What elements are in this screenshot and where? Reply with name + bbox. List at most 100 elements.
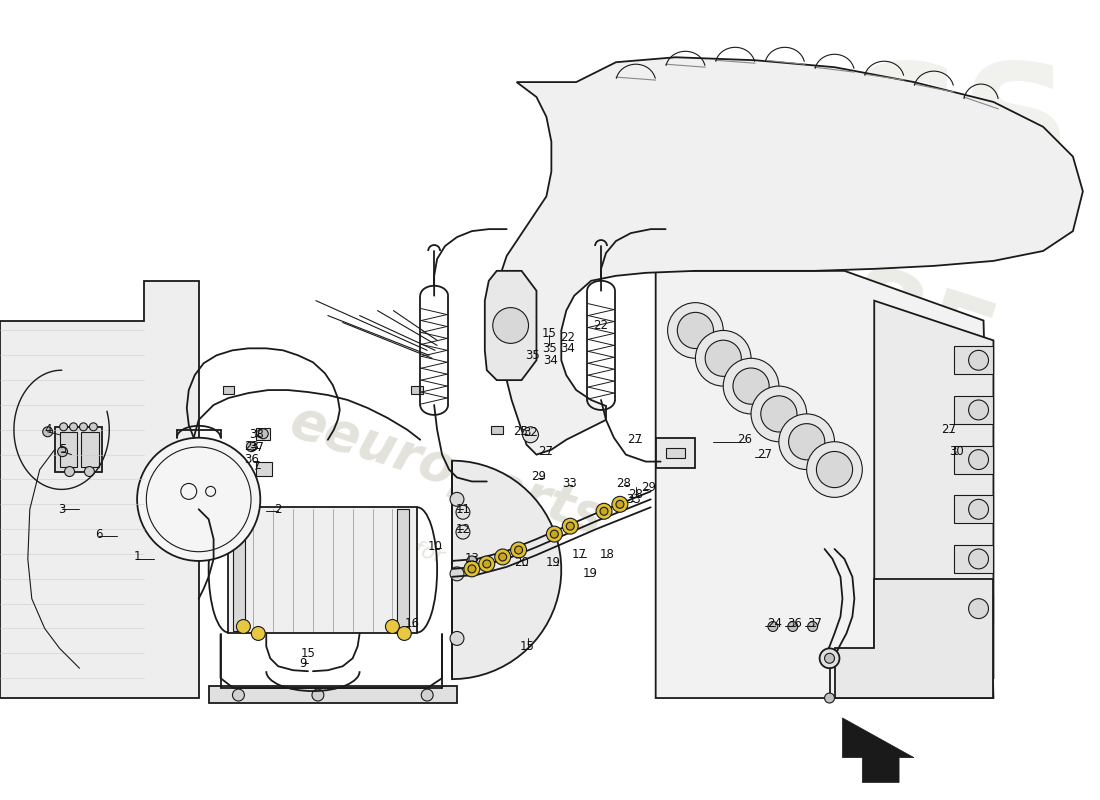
Text: 38: 38 (249, 428, 264, 442)
Circle shape (816, 451, 853, 488)
Text: 23: 23 (244, 440, 258, 453)
Text: 17: 17 (572, 549, 586, 562)
Text: 10: 10 (428, 539, 442, 553)
Bar (954, 495, 993, 523)
Text: 11: 11 (455, 502, 471, 516)
Circle shape (547, 526, 562, 542)
Circle shape (969, 549, 989, 569)
Text: 33: 33 (626, 493, 641, 506)
Text: 37: 37 (807, 617, 822, 630)
Circle shape (464, 561, 480, 577)
Text: 15: 15 (300, 647, 316, 660)
Circle shape (969, 400, 989, 420)
Bar (954, 346, 993, 374)
Polygon shape (229, 507, 417, 634)
Bar (491, 426, 503, 434)
Polygon shape (209, 686, 456, 703)
Circle shape (246, 442, 256, 452)
Circle shape (79, 423, 87, 430)
Circle shape (65, 466, 75, 477)
Bar (256, 462, 272, 475)
Circle shape (723, 358, 779, 414)
Circle shape (969, 350, 989, 370)
Bar (233, 510, 245, 631)
Circle shape (59, 423, 67, 430)
Text: 4: 4 (44, 423, 52, 436)
Text: 7: 7 (253, 460, 260, 473)
Circle shape (483, 560, 491, 568)
Text: 085: 085 (758, 234, 1011, 407)
Bar (397, 510, 409, 631)
Text: 33: 33 (562, 477, 576, 490)
Bar (411, 386, 424, 394)
Circle shape (969, 499, 989, 519)
Circle shape (733, 368, 769, 404)
Bar (55, 427, 102, 471)
Circle shape (89, 423, 98, 430)
Circle shape (596, 503, 612, 519)
Text: 15: 15 (542, 327, 557, 340)
Text: 27: 27 (942, 423, 956, 436)
Circle shape (807, 622, 817, 631)
Text: 6: 6 (96, 528, 103, 541)
Text: 29: 29 (531, 470, 546, 483)
Bar (666, 448, 685, 458)
Text: 34: 34 (543, 354, 558, 366)
Circle shape (550, 530, 559, 538)
Bar (656, 438, 695, 467)
Text: 2: 2 (274, 502, 282, 516)
Circle shape (69, 423, 77, 430)
Bar (954, 594, 993, 622)
Polygon shape (874, 301, 993, 678)
Text: 9: 9 (299, 657, 307, 670)
Circle shape (510, 542, 527, 558)
Polygon shape (843, 718, 914, 782)
Text: 3: 3 (58, 502, 65, 516)
Circle shape (751, 386, 806, 442)
Text: 12: 12 (455, 522, 471, 536)
Circle shape (522, 427, 539, 442)
Circle shape (612, 496, 628, 512)
Circle shape (695, 330, 751, 386)
Polygon shape (452, 461, 561, 679)
Bar (954, 396, 993, 424)
Circle shape (450, 567, 464, 581)
Circle shape (85, 466, 95, 477)
Text: eeuroparts: eeuroparts (284, 394, 610, 545)
Circle shape (466, 556, 477, 566)
Circle shape (251, 626, 265, 641)
Circle shape (385, 619, 399, 634)
Circle shape (421, 689, 433, 701)
Circle shape (820, 648, 839, 668)
Circle shape (825, 654, 835, 663)
Text: 19: 19 (546, 557, 561, 570)
Text: 36: 36 (788, 617, 802, 630)
Text: 35: 35 (525, 349, 540, 362)
Circle shape (789, 424, 825, 460)
Circle shape (825, 693, 835, 703)
Text: 27: 27 (538, 445, 553, 458)
Circle shape (779, 414, 835, 470)
Text: 22: 22 (594, 319, 608, 332)
Text: 1: 1 (133, 550, 141, 563)
Circle shape (43, 427, 53, 437)
Bar (81, 432, 99, 466)
Text: 37: 37 (249, 441, 264, 454)
Text: 32: 32 (524, 426, 538, 439)
Circle shape (806, 442, 862, 498)
Polygon shape (656, 271, 993, 698)
Circle shape (616, 500, 624, 508)
Text: 35: 35 (542, 342, 557, 355)
Circle shape (450, 492, 464, 506)
Circle shape (57, 446, 67, 457)
Circle shape (768, 622, 778, 631)
Polygon shape (497, 58, 1082, 454)
Circle shape (498, 553, 507, 561)
Bar (954, 545, 993, 573)
Circle shape (258, 429, 268, 438)
Circle shape (478, 556, 495, 572)
Circle shape (468, 565, 476, 573)
Bar (59, 432, 77, 466)
Text: 27: 27 (758, 448, 772, 461)
Circle shape (456, 525, 470, 539)
